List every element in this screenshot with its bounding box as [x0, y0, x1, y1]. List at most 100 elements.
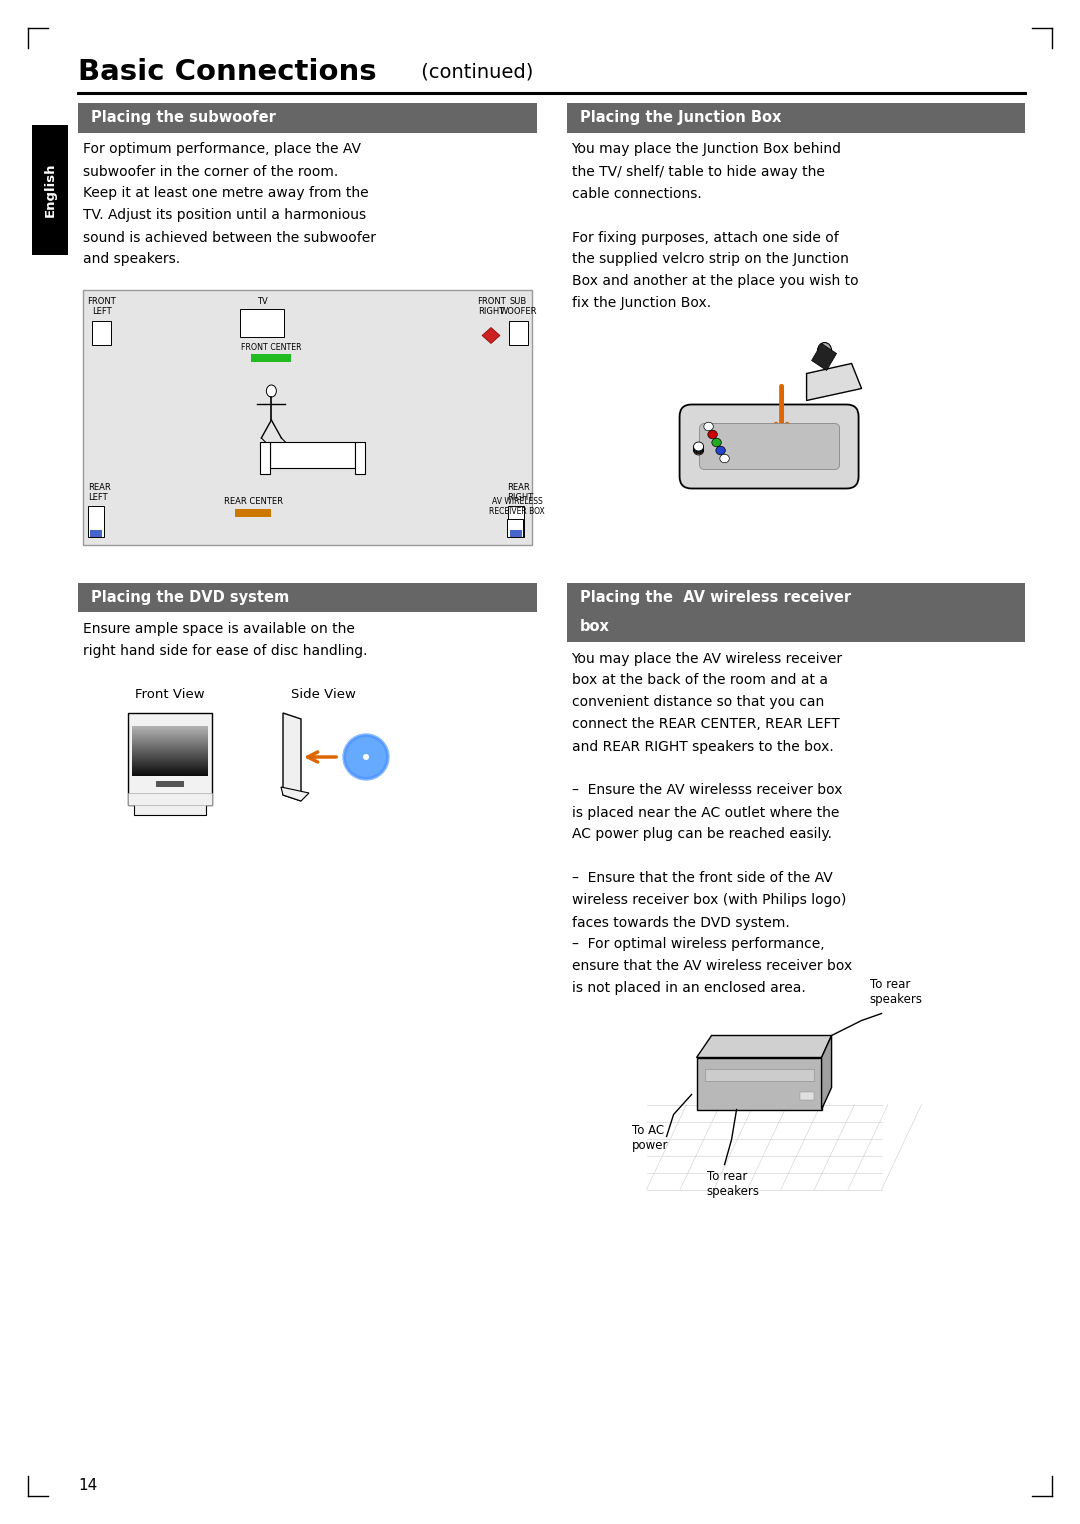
Ellipse shape [693, 442, 703, 451]
Ellipse shape [346, 738, 386, 777]
Text: REAR CENTER: REAR CENTER [224, 497, 283, 506]
Text: Basic Connections: Basic Connections [78, 58, 377, 85]
Bar [567, 104, 1025, 133]
Text: cable connections.: cable connections. [571, 186, 701, 201]
Ellipse shape [693, 447, 703, 456]
Polygon shape [697, 1035, 832, 1058]
Ellipse shape [720, 454, 729, 463]
Ellipse shape [712, 439, 721, 447]
Text: LEFT: LEFT [92, 308, 111, 317]
Text: RIGHT: RIGHT [477, 308, 504, 317]
Text: Placing the Junction Box: Placing the Junction Box [580, 110, 781, 125]
FancyBboxPatch shape [679, 404, 859, 489]
Text: TV. Adjust its position until a harmonious: TV. Adjust its position until a harmonio… [83, 209, 366, 223]
Text: (continued): (continued) [415, 62, 534, 81]
Text: convenient distance so that you can: convenient distance so that you can [571, 695, 824, 710]
Bar [129, 713, 212, 805]
Ellipse shape [693, 443, 703, 453]
Text: RIGHT: RIGHT [508, 492, 534, 501]
Text: –  Ensure the AV wirelesss receiver box: – Ensure the AV wirelesss receiver box [571, 783, 842, 797]
Text: Ensure ample space is available on the: Ensure ample space is available on the [83, 622, 355, 636]
Text: To rear
speakers: To rear speakers [706, 1169, 759, 1198]
Text: WOOFER: WOOFER [499, 308, 537, 317]
Text: AV WIRELESS: AV WIRELESS [491, 497, 542, 506]
Text: Keep it at least one metre away from the: Keep it at least one metre away from the [83, 186, 368, 201]
Ellipse shape [707, 430, 717, 439]
Bar [260, 442, 270, 474]
Bar [270, 442, 354, 468]
Text: right hand side for ease of disc handling.: right hand side for ease of disc handlin… [83, 645, 367, 658]
Text: –  Ensure that the front side of the AV: – Ensure that the front side of the AV [571, 872, 833, 885]
Bar [252, 354, 292, 361]
Text: You may place the AV wireless receiver: You may place the AV wireless receiver [571, 651, 842, 666]
Text: AC power plug can be reached easily.: AC power plug can be reached easily. [571, 828, 832, 841]
Text: wireless receiver box (with Philips logo): wireless receiver box (with Philips logo… [571, 893, 846, 907]
Bar [92, 320, 111, 344]
Text: RECEIVER BOX: RECEIVER BOX [489, 507, 545, 517]
Text: TV: TV [257, 297, 268, 305]
Text: You may place the Junction Box behind: You may place the Junction Box behind [571, 143, 841, 157]
Text: Side View: Side View [291, 687, 355, 701]
Text: subwoofer in the corner of the room.: subwoofer in the corner of the room. [83, 165, 338, 178]
Text: faces towards the DVD system.: faces towards the DVD system. [571, 916, 789, 930]
Text: Placing the DVD system: Placing the DVD system [91, 590, 289, 605]
Polygon shape [807, 364, 862, 401]
Text: To AC
power: To AC power [632, 1125, 669, 1152]
Bar [354, 442, 365, 474]
Bar [132, 719, 208, 725]
Text: To rear
speakers: To rear speakers [869, 977, 922, 1006]
Bar [697, 1058, 822, 1109]
Text: FRONT: FRONT [476, 297, 505, 305]
Bar [78, 582, 537, 613]
Polygon shape [281, 786, 309, 802]
Text: fix the Junction Box.: fix the Junction Box. [571, 297, 711, 311]
Polygon shape [482, 328, 500, 343]
Bar [704, 1068, 813, 1081]
Text: box: box [580, 619, 609, 634]
Text: box at the back of the room and at a: box at the back of the room and at a [571, 674, 827, 687]
Text: and REAR RIGHT speakers to the box.: and REAR RIGHT speakers to the box. [571, 739, 834, 753]
Text: the TV/ shelf/ table to hide away the: the TV/ shelf/ table to hide away the [571, 165, 824, 178]
Ellipse shape [693, 445, 703, 454]
Ellipse shape [704, 422, 713, 431]
Ellipse shape [343, 735, 389, 780]
Bar [156, 780, 184, 786]
Text: FRONT CENTER: FRONT CENTER [241, 343, 301, 352]
Text: is not placed in an enclosed area.: is not placed in an enclosed area. [571, 981, 806, 995]
Text: ensure that the AV wireless receiver box: ensure that the AV wireless receiver box [571, 960, 852, 974]
Polygon shape [811, 343, 837, 370]
Polygon shape [822, 1035, 832, 1109]
Bar [134, 803, 205, 815]
Bar [78, 104, 537, 133]
Text: LEFT: LEFT [87, 492, 108, 501]
Text: Placing the  AV wireless receiver: Placing the AV wireless receiver [580, 590, 851, 605]
Text: SUB: SUB [510, 297, 527, 305]
Ellipse shape [363, 754, 369, 760]
Text: sound is achieved between the subwoofer: sound is achieved between the subwoofer [83, 230, 376, 244]
Bar [83, 290, 531, 544]
Text: is placed near the AC outlet where the: is placed near the AC outlet where the [571, 806, 839, 820]
FancyBboxPatch shape [700, 424, 839, 469]
Text: For fixing purposes, attach one side of: For fixing purposes, attach one side of [571, 230, 838, 244]
Text: For optimum performance, place the AV: For optimum performance, place the AV [83, 143, 361, 157]
Text: Box and another at the place you wish to: Box and another at the place you wish to [571, 274, 859, 288]
Text: REAR: REAR [508, 483, 530, 492]
Text: the supplied velcro strip on the Junction: the supplied velcro strip on the Junctio… [571, 253, 849, 267]
Bar [235, 509, 271, 517]
Text: 14: 14 [78, 1478, 97, 1494]
Ellipse shape [267, 386, 276, 396]
Bar [508, 506, 524, 536]
Ellipse shape [818, 343, 832, 358]
Bar [509, 320, 527, 344]
Bar [507, 518, 523, 536]
Ellipse shape [693, 443, 703, 453]
Bar [510, 529, 522, 536]
Text: FRONT: FRONT [87, 297, 116, 305]
Bar [90, 529, 102, 536]
Bar [32, 125, 68, 255]
Text: Placing the subwoofer: Placing the subwoofer [91, 110, 275, 125]
Text: and speakers.: and speakers. [83, 253, 180, 267]
Bar [87, 506, 104, 536]
Bar [567, 582, 1025, 642]
Text: connect the REAR CENTER, REAR LEFT: connect the REAR CENTER, REAR LEFT [571, 718, 839, 732]
